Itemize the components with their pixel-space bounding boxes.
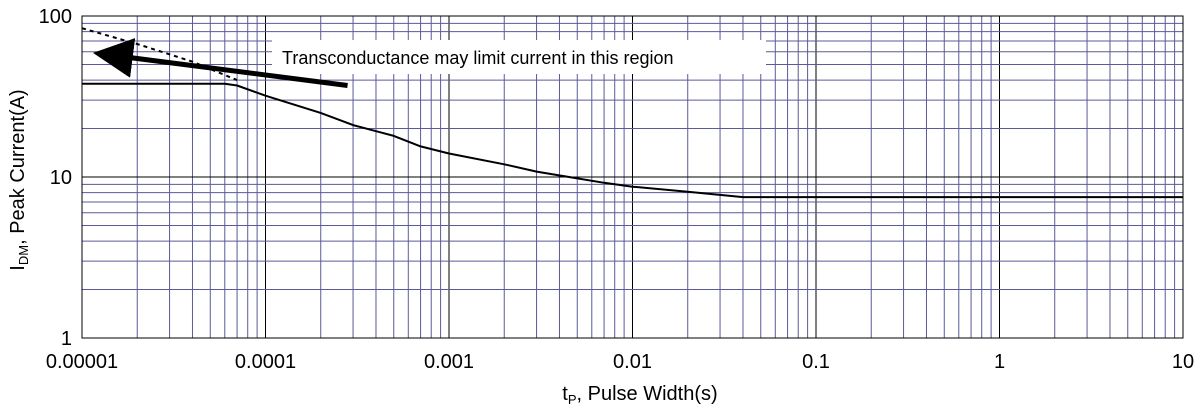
y-axis-title-sub: DM bbox=[16, 245, 31, 265]
x-tick-label: 0.00001 bbox=[46, 351, 118, 373]
y-axis-title-rest: , Peak Current(A) bbox=[7, 89, 29, 245]
y-axis-title: IDM, Peak Current(A) bbox=[7, 89, 31, 270]
x-tick-label: 0.0001 bbox=[235, 351, 296, 373]
y-tick-label: 100 bbox=[39, 6, 72, 28]
annotation: Transconductance may limit current in th… bbox=[103, 40, 766, 86]
x-axis-title: tP, Pulse Width(s) bbox=[562, 383, 717, 407]
x-tick-label: 0.01 bbox=[613, 351, 652, 373]
x-tick-label: 0.001 bbox=[424, 351, 474, 373]
x-tick-label: 1 bbox=[994, 351, 1005, 373]
y-tick-label: 10 bbox=[50, 167, 72, 189]
x-tick-label: 0.1 bbox=[802, 351, 830, 373]
x-tick-label: 10 bbox=[1172, 351, 1194, 373]
x-axis-title-rest: , Pulse Width(s) bbox=[577, 383, 718, 405]
x-axis-title-sub: P bbox=[568, 392, 577, 407]
annotation-text: Transconductance may limit current in th… bbox=[282, 48, 674, 68]
y-tick-label: 1 bbox=[61, 328, 72, 350]
